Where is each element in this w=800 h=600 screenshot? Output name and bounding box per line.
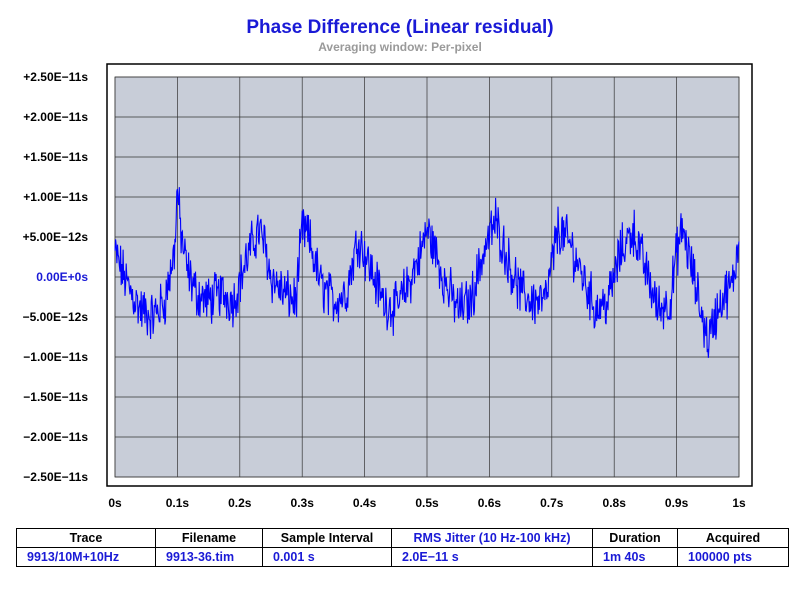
x-tick-label: 0.7s [540,496,564,510]
cell-trace: 9913/10M+10Hz [16,547,156,567]
trace-layer [114,187,740,358]
x-tick-label: 0.9s [665,496,689,510]
y-tick-labels: +2.50E−11s +2.00E−11s +1.50E−11s +1.00E−11s… [23,70,89,484]
header-rms-jitter: RMS Jitter (10 Hz-100 kHz) [391,528,593,548]
chart-title: Phase Difference (Linear residual) [246,17,554,38]
x-tick-label: 0.2s [228,496,252,510]
x-tick-label: 0s [108,496,122,510]
x-tick-label: 0.1s [166,496,190,510]
y-tick-label: +1.50E−11s [23,150,88,164]
cell-acquired: 100000 pts [677,547,789,567]
cell-sample-interval: 0.001 s [262,547,392,567]
header-duration: Duration [592,528,678,548]
y-tick-label: +2.50E−11s [23,70,88,84]
grid-lines [114,76,740,478]
y-tick-label: −2.50E−11s [23,470,88,484]
info-table: Trace Filename Sample Interval RMS Jitte… [16,528,789,567]
y-tick-label: −5.00E−12s [23,310,89,324]
info-table-data-row: 9913/10M+10Hz 9913-36.tim 0.001 s 2.0E−1… [16,547,789,567]
x-tick-label: 0.4s [353,496,377,510]
cell-duration: 1m 40s [592,547,678,567]
header-sample-interval: Sample Interval [262,528,392,548]
phase-difference-series-line [114,187,740,358]
cell-filename: 9913-36.tim [155,547,263,567]
y-tick-label: +5.00E−12s [23,230,89,244]
y-tick-label: −1.50E−11s [23,390,88,404]
x-tick-label: 0.8s [603,496,627,510]
x-tick-label: 0.5s [415,496,439,510]
info-table-header-row: Trace Filename Sample Interval RMS Jitte… [16,528,789,548]
header-filename: Filename [155,528,263,548]
x-tick-label: 0.6s [478,496,502,510]
y-tick-label: −2.00E−11s [23,430,88,444]
y-tick-label: +1.00E−11s [23,190,88,204]
phase-difference-chart: +2.50E−11s +2.00E−11s +1.50E−11s +1.00E−11s… [23,63,753,510]
y-tick-label: 0.00E+0s [36,270,88,284]
header-acquired: Acquired [677,528,789,548]
chart-subtitle: Averaging window: Per-pixel [318,40,482,54]
x-tick-label: 0.3s [291,496,315,510]
cell-rms-jitter: 2.0E−11 s [391,547,593,567]
y-tick-label: −1.00E−11s [23,350,88,364]
header-trace: Trace [16,528,156,548]
y-tick-label: +2.00E−11s [23,110,88,124]
x-tick-label: 1s [732,496,746,510]
x-tick-labels: 0s 0.1s 0.2s 0.3s 0.4s 0.5s 0.6s 0.7s 0.8s 0.9s 1s [108,496,746,510]
